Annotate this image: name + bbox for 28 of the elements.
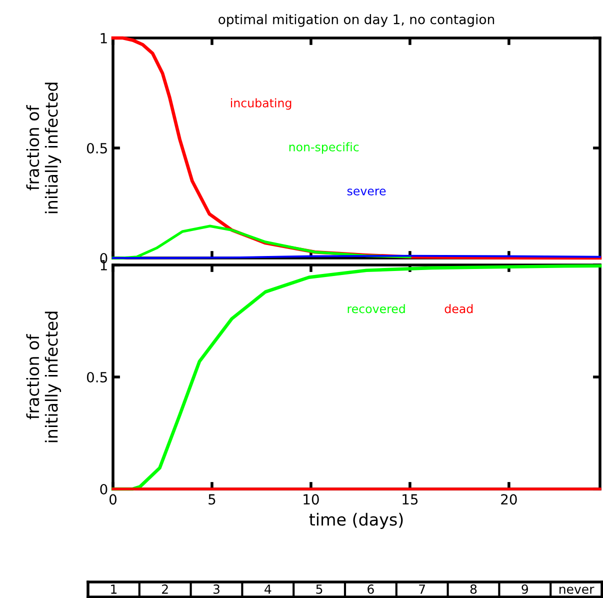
x-axis-title: time (days) [309, 512, 403, 529]
text: incubating [230, 98, 292, 110]
y-axis-title: fraction of initially infected [26, 82, 62, 214]
text: 3 [213, 584, 220, 594]
text: 9 [522, 584, 528, 594]
y-tick-label: 0 [100, 484, 108, 494]
y-axis-title: fraction of initially infected [26, 312, 62, 442]
text: 4 [264, 584, 272, 594]
text: severe [347, 188, 386, 196]
text: 1 [111, 584, 117, 594]
text: never [560, 586, 594, 594]
x-tick-label: 0 [109, 494, 116, 505]
y-tick-label: 0.5 [86, 142, 107, 154]
y-tick-label: 1 [100, 33, 107, 44]
text: dead [444, 304, 473, 314]
x-tick-label: 10 [304, 494, 319, 505]
text: recovered [348, 304, 405, 314]
x-tick-label: 20 [501, 494, 517, 505]
text: 7 [419, 584, 426, 594]
text: 2 [162, 584, 168, 594]
text: 8 [470, 584, 477, 594]
text: 5 [316, 584, 322, 594]
text: non-specific [289, 142, 359, 154]
x-tick-label: 15 [402, 494, 418, 505]
chart-title: optimal mitigation on day 1, no contagion [218, 14, 494, 27]
x-tick-label: 5 [208, 494, 216, 505]
text: 6 [368, 584, 374, 594]
y-tick-label: 0.5 [86, 372, 107, 382]
